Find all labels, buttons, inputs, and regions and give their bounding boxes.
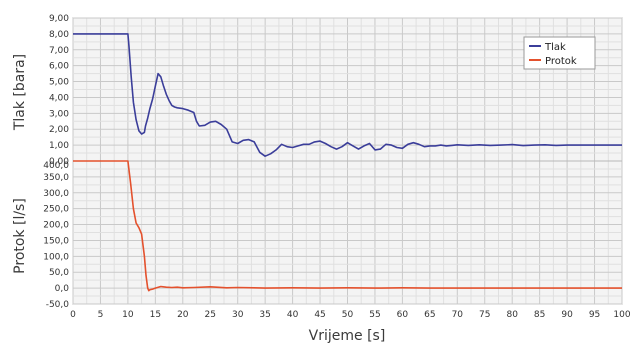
- legend-box: [523, 36, 596, 70]
- y-tick-label: 8,00: [49, 30, 69, 40]
- series-line-tlak: [73, 33, 622, 157]
- y-tick-label: 2,00: [49, 125, 69, 135]
- x-tick-label: 30: [232, 310, 244, 320]
- x-tick-label: 15: [150, 310, 161, 320]
- y-tick-label: 4,00: [49, 93, 69, 103]
- y-tick-label: 250,0: [43, 205, 69, 215]
- x-tick-label: 75: [479, 310, 490, 320]
- y-tick-label: 3,00: [49, 109, 69, 119]
- y-tick-label: 6,00: [49, 62, 69, 72]
- y-tick-labels-flow: 400,0 350,0 300,0 250,0 200,0 150,0 100,0 50,0 0…: [43, 161, 69, 310]
- x-tick-label: 10: [122, 310, 134, 320]
- y-tick-label: 200,0: [43, 221, 69, 231]
- y-tick-label: 0,00: [49, 157, 69, 167]
- x-tick-label: 95: [589, 310, 600, 320]
- x-tick-label: 50: [342, 310, 354, 320]
- legend-label-tlak: Tlak: [544, 42, 566, 53]
- x-tick-label: 45: [314, 310, 325, 320]
- y-tick-label: 100,0: [43, 252, 69, 262]
- x-tick-label: 90: [561, 310, 573, 320]
- legend: Tlak Protok: [523, 36, 596, 70]
- x-tick-label: 20: [177, 310, 189, 320]
- y-tick-label: 150,0: [43, 236, 69, 246]
- y-tick-label: 5,00: [49, 78, 69, 88]
- x-tick-label: 65: [424, 310, 435, 320]
- x-tick-label: 35: [259, 310, 270, 320]
- x-tick-label: 80: [506, 310, 518, 320]
- x-tick-label: 55: [369, 310, 380, 320]
- x-tick-label: 60: [397, 310, 409, 320]
- y-axis-title-flow: Protok [l/s]: [12, 198, 28, 274]
- y-tick-label: 0,0: [55, 284, 70, 294]
- legend-label-protok: Protok: [545, 56, 577, 67]
- y-tick-label: -50,0: [46, 300, 70, 310]
- y-tick-label: 50,0: [49, 268, 69, 278]
- y-tick-label: 1,00: [49, 141, 69, 151]
- y-tick-label: 400,0: [43, 161, 69, 171]
- x-tick-label: 40: [287, 310, 299, 320]
- x-tick-label: 5: [98, 310, 104, 320]
- x-axis-title: Vrijeme [s]: [309, 328, 386, 344]
- y-tick-label: 300,0: [43, 189, 69, 199]
- x-tick-label: 25: [205, 310, 216, 320]
- y-tick-label: 350,0: [43, 173, 69, 183]
- x-tick-label: 0: [70, 310, 76, 320]
- series-group: [73, 33, 622, 292]
- y-tick-label: 9,00: [49, 14, 69, 24]
- x-tick-label: 100: [613, 310, 630, 320]
- y-tick-label: 7,00: [49, 46, 69, 56]
- x-tick-label: 70: [452, 310, 464, 320]
- x-tick-labels: 0 5 10 15 20 25 30 35 40 45 50 55 60 65 70 75 80 85 90 95 10…: [70, 310, 631, 320]
- y-tick-labels-pressure: 9,00 8,00 7,00 6,00 5,00 4,00 3,00 2,00 1,00 0,00: [49, 14, 69, 167]
- x-tick-label: 85: [534, 310, 545, 320]
- series-line-protok: [73, 160, 622, 292]
- y-axis-title-pressure: Tlak [bara]: [12, 54, 28, 131]
